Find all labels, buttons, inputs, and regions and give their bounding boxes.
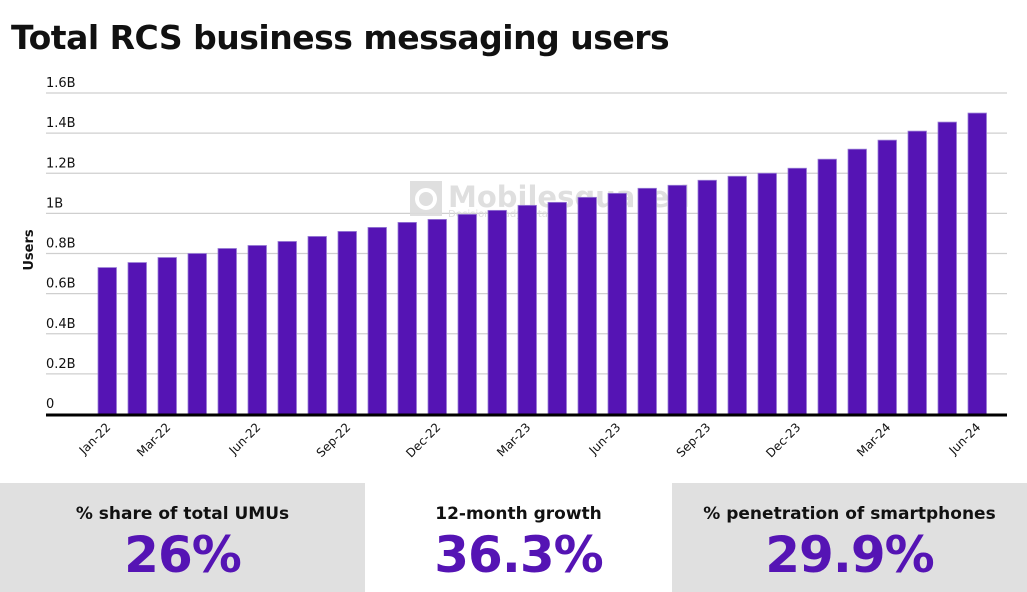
bar-jan-24 (817, 158, 837, 415)
y-axis-label: Users (22, 229, 37, 271)
x-tick-label: Mar-24 (854, 420, 893, 459)
stat-smartphone-penetration: % penetration of smartphones 29.9% (672, 483, 1027, 592)
bar-may-22 (217, 248, 237, 415)
x-tick-label: Jan-22 (76, 420, 114, 458)
chart-title: Total RCS business messaging users (11, 18, 670, 57)
bar-apr-23 (547, 201, 567, 415)
bar-aug-22 (307, 236, 327, 415)
bar-feb-22 (127, 262, 147, 415)
bar-feb-23 (487, 209, 507, 415)
x-tick-label: Dec-23 (763, 420, 803, 460)
y-tick-label: 1.4B (46, 116, 76, 131)
bar-aug-23 (667, 184, 687, 415)
y-tick-labels: 0 0.2B 0.4B 0.6B 0.8B 1B 1.2B 1.4B 1.6B (46, 76, 76, 412)
x-tick-label: Sep-23 (674, 420, 714, 460)
y-tick-label: 0.4B (46, 317, 76, 332)
bar-nov-23 (757, 172, 777, 415)
y-tick-label: 0.6B (46, 277, 76, 292)
y-tick-label: 1B (46, 196, 63, 211)
stat-label: % share of total UMUs (75, 504, 290, 524)
y-tick-label: 0.8B (46, 237, 76, 252)
x-tick-labels: Jan-22 Mar-22 Jun-22 Sep-22 Dec-22 Mar-23 Jun-… (76, 420, 984, 460)
stat-label: 12-month growth (435, 504, 602, 524)
bar-dec-22 (427, 218, 447, 415)
x-tick-label: Sep-22 (314, 420, 354, 460)
bar-jul-23 (637, 187, 657, 415)
bar-apr-24 (907, 130, 927, 415)
x-tick-label: Jun-22 (226, 420, 264, 458)
x-tick-label: Jun-23 (586, 420, 624, 458)
stat-share-of-umus: % share of total UMUs 26% (0, 483, 365, 592)
bar-apr-22 (187, 253, 207, 415)
y-tick-label: 1.6B (46, 76, 76, 91)
bar-oct-22 (367, 227, 387, 415)
bar-nov-22 (397, 222, 417, 415)
stat-label: % penetration of smartphones (703, 504, 996, 524)
bar-mar-23 (517, 204, 537, 415)
bar-feb-24 (847, 148, 867, 415)
bar-jun-22 (247, 245, 267, 415)
bar-jun-24 (967, 112, 987, 415)
y-tick-label: 0.2B (46, 357, 76, 372)
bar-may-24 (937, 121, 957, 415)
bar-jan-22 (97, 267, 117, 415)
stat-value: 26% (124, 526, 242, 584)
bar-jun-23 (607, 192, 627, 415)
bar-jan-23 (457, 213, 477, 415)
bar-oct-23 (727, 175, 747, 415)
bar-mar-22 (157, 257, 177, 415)
bar-mar-24 (877, 139, 897, 415)
bar-sep-23 (697, 179, 717, 415)
bars (97, 112, 987, 415)
bar-may-23 (577, 196, 597, 415)
stat-value: 29.9% (765, 526, 934, 584)
x-tick-label: Jun-24 (946, 420, 984, 458)
stat-value: 36.3% (434, 526, 603, 584)
bar-dec-23 (787, 167, 807, 415)
y-tick-label: 1.2B (46, 156, 76, 171)
watermark-logo-ring (415, 188, 437, 210)
bar-chart: Mobilesquared Decision ready data 00.2B0… (22, 76, 1007, 460)
bar-sep-22 (337, 231, 357, 415)
bar-jul-22 (277, 241, 297, 415)
x-tick-label: Mar-23 (494, 420, 533, 459)
y-tick-label: 0 (46, 397, 54, 412)
x-tick-label: Dec-22 (403, 420, 443, 460)
watermark-logo-icon (410, 181, 442, 216)
stat-12-month-growth: 12-month growth 36.3% (365, 483, 672, 592)
x-tick-label: Mar-22 (134, 420, 173, 459)
